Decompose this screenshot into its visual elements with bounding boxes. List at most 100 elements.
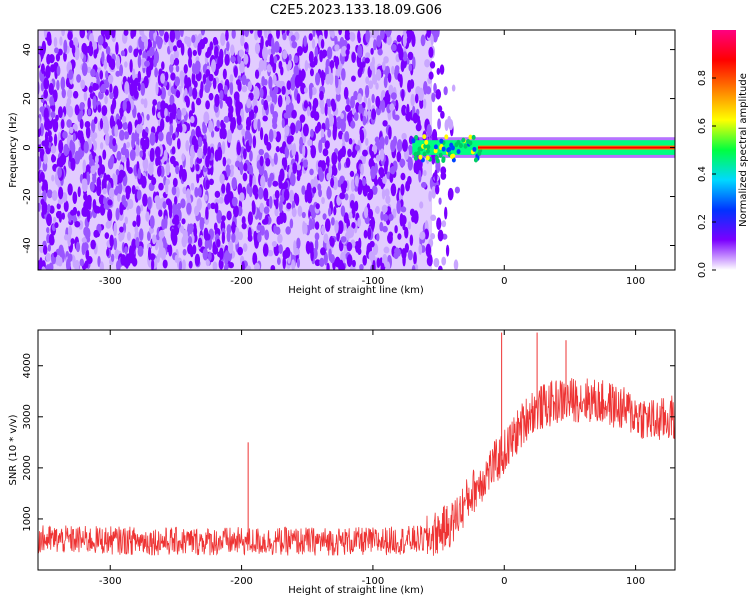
spectrogram-cell — [80, 52, 84, 60]
spectrogram-cell — [314, 232, 320, 241]
spectrogram-cell — [224, 193, 230, 205]
spectrogram-cell — [66, 97, 72, 106]
spectrogram-cell — [289, 122, 296, 136]
spectrogram-cell — [306, 106, 311, 117]
spectrogram-cell — [210, 130, 215, 138]
spectrogram-cell — [85, 164, 92, 175]
spectrogram-cell — [162, 201, 167, 209]
spectrogram-cell — [357, 61, 363, 68]
spectrogram-cell — [286, 80, 292, 91]
spectrogram-cell — [52, 118, 59, 133]
spectrogram-cell — [144, 60, 150, 67]
spectrogram-cell — [275, 198, 279, 210]
spectrogram-cell — [115, 207, 120, 221]
spectrogram-cell — [208, 73, 214, 82]
spectrogram-cell — [248, 185, 253, 198]
spectrogram-cell — [197, 136, 203, 148]
spectrogram-cell — [55, 53, 61, 62]
spectrogram-cell — [137, 167, 141, 180]
spectrogram-cell — [169, 94, 175, 107]
spectrogram-cell — [100, 142, 104, 150]
spectrogram-cell — [149, 132, 156, 146]
spectrogram-cell — [314, 238, 319, 251]
spectrogram-cell — [347, 225, 353, 239]
spectrogram-cell — [299, 114, 306, 123]
spectrogram-cell — [41, 201, 48, 215]
spectrogram-cell — [394, 99, 399, 112]
spectrogram-cell — [346, 254, 353, 268]
spectrogram-cell — [101, 51, 105, 65]
spectrogram-cell — [97, 167, 102, 176]
spectrogram-cell — [175, 89, 181, 99]
spectrogram-cell — [310, 128, 314, 138]
spectrogram-cell — [79, 110, 84, 117]
y-tick-label: -40 — [22, 237, 33, 253]
spectrogram-cell — [274, 189, 280, 199]
spectrogram-cell — [182, 186, 188, 195]
spectrogram-cell — [308, 33, 313, 41]
spectrogram-cell — [386, 34, 392, 46]
x-tick-label: -100 — [362, 576, 385, 587]
spectrogram-cell — [141, 139, 147, 153]
spectrogram-cell — [241, 128, 246, 137]
spectrogram-cell — [160, 73, 166, 84]
spectrogram-cell — [264, 229, 270, 241]
spectrogram-cell — [74, 104, 80, 116]
spectrogram-cell — [236, 141, 242, 156]
spectrogram-cell — [271, 241, 278, 248]
spectrogram-cell — [282, 32, 287, 41]
spectrogram-cell — [323, 251, 328, 266]
spectrogram-cell — [207, 146, 212, 161]
spectrogram-cell — [190, 182, 195, 191]
spectrogram-cell — [197, 42, 202, 56]
spectrogram-cell — [60, 76, 66, 91]
spectrogram-cell — [338, 30, 342, 36]
spectrogram-cell — [321, 196, 325, 205]
spectrogram-cell — [307, 139, 313, 147]
spectrogram-cell — [245, 129, 251, 139]
spectrogram-cell — [109, 234, 114, 248]
spectrogram-cell — [158, 131, 164, 142]
spectrogram-cell — [332, 120, 338, 135]
spectrogram-frame — [37, 29, 676, 271]
carrier-cell — [425, 155, 430, 161]
spectrogram-cell — [148, 57, 154, 71]
spectrogram-cell — [401, 89, 405, 102]
spectrogram-cell — [212, 261, 218, 270]
spectrogram-cell — [113, 222, 118, 237]
spectrogram-cell — [334, 75, 339, 89]
spectrogram-cell — [247, 211, 254, 226]
spectrogram-cell — [185, 139, 190, 152]
spectrogram-y-ticks: -40 -20 0 20 40 — [22, 43, 675, 254]
spectrogram-cell — [320, 106, 326, 115]
carrier-cell — [447, 146, 452, 152]
spectrogram-cell — [426, 124, 432, 138]
spectrogram-cell — [321, 49, 326, 59]
spectrogram-cell — [41, 266, 46, 270]
spectrogram-cell — [113, 174, 118, 187]
spectrogram-cell — [47, 244, 52, 252]
spectrogram-cell — [288, 53, 292, 62]
spectrogram-cell — [124, 246, 128, 255]
spectrogram-cell — [420, 34, 426, 47]
spectrogram-cell — [344, 104, 351, 113]
spectrogram-cell — [138, 228, 144, 241]
spectrogram-cell — [390, 43, 397, 52]
spectrogram-cell — [231, 177, 238, 190]
spectrogram-cell — [401, 104, 407, 116]
spectrogram-cell — [262, 115, 268, 122]
spectrogram-cell — [406, 30, 413, 41]
spectrogram-cell — [322, 148, 329, 157]
spectrogram-cell — [293, 240, 297, 254]
spectrogram-cell — [344, 30, 350, 38]
spectrogram-cell — [143, 98, 148, 109]
spectrogram-x-ticks: -300 -200 -100 0 100 — [99, 30, 645, 287]
spectrogram-cell — [291, 144, 296, 157]
spectrogram-y-label: Frequency (Hz) — [8, 112, 19, 188]
spectrogram-cell — [305, 240, 311, 254]
spectrogram-cell — [429, 61, 436, 69]
spectrogram-cell — [279, 168, 285, 182]
spectrogram-cell — [263, 170, 268, 178]
spectrogram-cell — [343, 245, 348, 254]
spectrogram-cell — [328, 248, 332, 262]
